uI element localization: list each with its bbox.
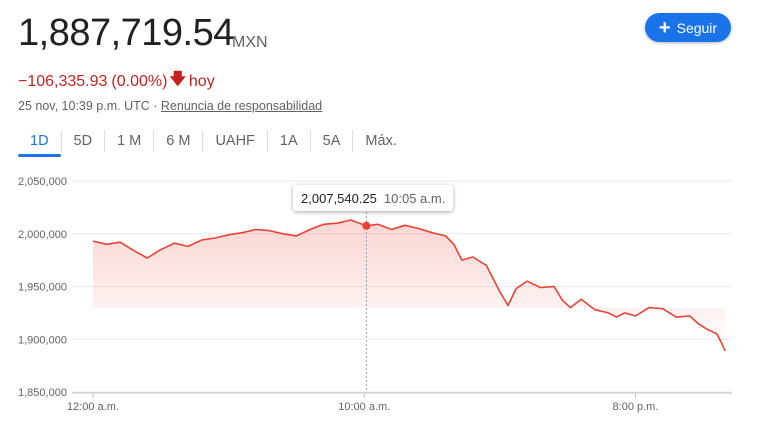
tab-separator [352,130,354,152]
tab-separator [153,130,155,152]
price-change: −106,335.93 (0.00%) 🡇 hoy [18,68,215,95]
hover-point [362,221,371,230]
series-line [92,219,726,352]
range-tabs: 1D 5D 1 M 6 M UAHF 1A 5A Máx. [18,128,409,157]
y-tick-label: 2,050,000 [18,176,67,188]
tab-separator [266,130,268,152]
y-tick-label: 1,850,000 [18,387,67,399]
y-tick-label: 1,950,000 [18,282,67,294]
arrow-down-icon: 🡇 [169,71,186,88]
tab-5a[interactable]: 5A [322,133,341,149]
tab-separator [60,130,62,152]
timestamp: 25 nov, 10:39 p.m. UTC · [18,99,161,113]
change-value: −106,335.93 [18,72,108,90]
x-tick-label: 10:00 a.m. [338,401,390,413]
tab-mx[interactable]: Máx. [365,133,397,149]
currency-label: MXN [232,34,268,51]
tab-6m[interactable]: 6 M [166,133,191,149]
tab-5d[interactable]: 5D [73,133,93,149]
chart-tooltip: 2,007,540.25 10:05 a.m. [293,185,454,211]
period-label: hoy [188,72,215,90]
tooltip-time: 10:05 a.m. [383,190,446,206]
tab-uahf[interactable]: UAHF [215,133,255,149]
series-area [93,220,725,351]
price-chart[interactable]: 1,850,000 1,900,000 1,950,000 2,000,000 2,05… [0,160,770,423]
timestamp-row: 25 nov, 10:39 p.m. UTC · Renuncia de res… [18,99,322,113]
disclaimer-link[interactable]: Renuncia de responsabilidad [160,99,323,113]
y-tick-label: 2,000,000 [18,229,67,241]
tab-separator [104,130,106,152]
tab-1d[interactable]: 1D [18,129,61,157]
tab-1a[interactable]: 1A [279,133,298,149]
tab-separator [202,130,204,152]
tab-1m[interactable]: 1 M [117,133,142,149]
x-tick-label: 12:00 a.m. [67,401,119,413]
follow-button[interactable]: + Seguir [645,13,731,42]
y-tick-label: 1,900,000 [18,334,67,346]
tab-separator [309,130,311,152]
x-tick-label: 8:00 p.m. [613,401,659,413]
follow-button-label: Seguir [676,19,718,36]
change-percent: (0.00%) [111,72,168,90]
price-value: 1,887,719.54 [18,12,234,54]
plus-icon: + [658,16,671,39]
tooltip-value: 2,007,540.25 [301,190,377,206]
